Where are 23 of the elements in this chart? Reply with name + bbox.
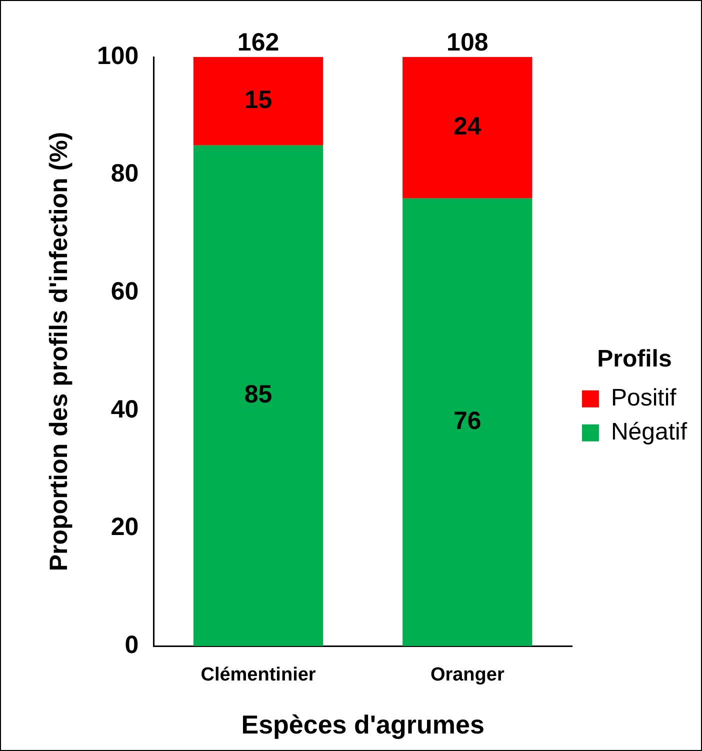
y-tick-label: 0	[124, 630, 139, 659]
data-label: 15	[244, 86, 272, 114]
y-tick-label: 60	[110, 277, 139, 306]
bar	[402, 57, 532, 198]
y-axis-title: Proportion des profils d'infection (%)	[44, 132, 73, 572]
legend-label: Négatif	[610, 418, 688, 446]
x-axis-title: Espèces d'agrumes	[241, 710, 484, 740]
data-label: 85	[244, 380, 272, 409]
annotation: 108	[446, 28, 488, 56]
legend-label: Positif	[610, 384, 677, 412]
y-tick-label: 20	[110, 513, 139, 542]
y-tick-label: 100	[96, 42, 139, 70]
data-label: 24	[453, 112, 482, 141]
x-tick-label: Clémentinier	[200, 664, 316, 686]
x-tick-label: Oranger	[430, 664, 505, 686]
y-tick-label: 40	[110, 395, 139, 424]
bar	[193, 57, 324, 146]
legend-title: Profils	[597, 346, 672, 373]
bar	[402, 198, 532, 646]
data-label: 76	[453, 407, 482, 436]
y-tick-label: 80	[110, 160, 139, 188]
annotation: 162	[237, 28, 280, 56]
bar	[193, 145, 324, 646]
